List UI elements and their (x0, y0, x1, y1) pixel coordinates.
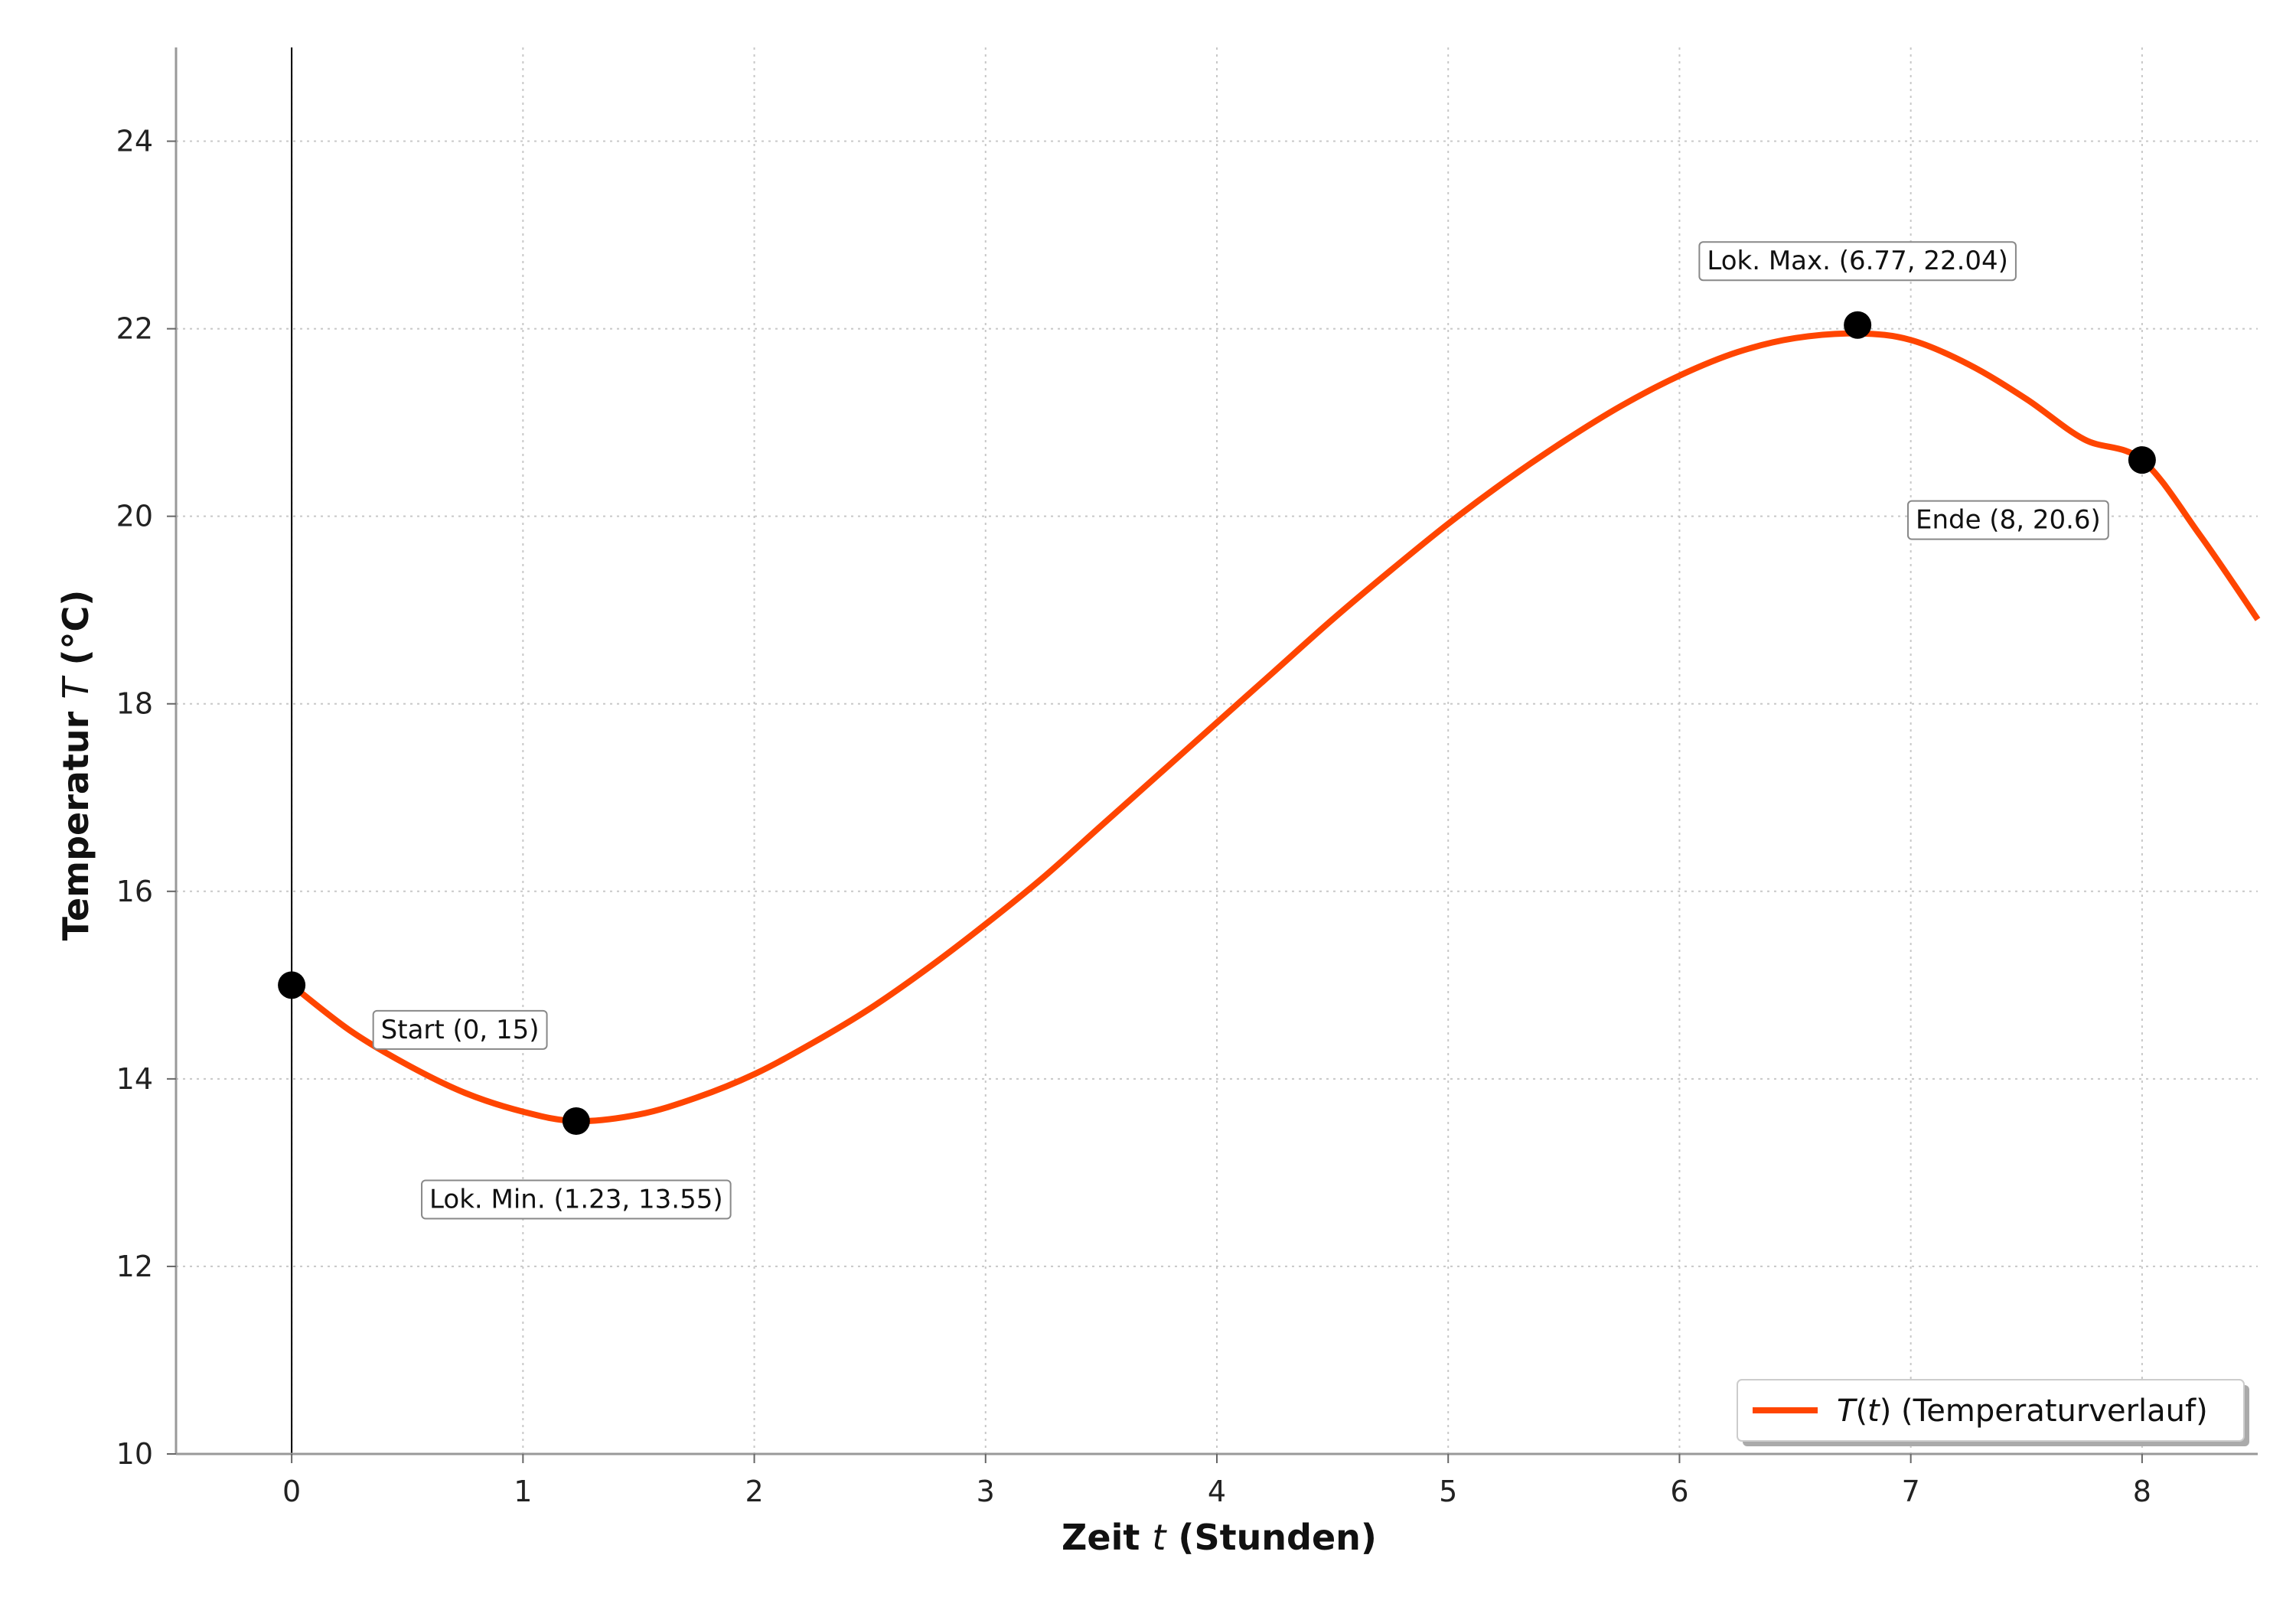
annotation-box (1906, 500, 2109, 540)
annotation-label: Start (0, 15) (381, 1015, 540, 1045)
data-point (562, 1107, 590, 1136)
y-tick-label: 20 (116, 500, 153, 533)
data-point (1844, 311, 1872, 339)
y-tick-label: 16 (116, 875, 153, 908)
series (289, 330, 2261, 1125)
legend-label: T(t) (Temperaturverlauf) (1837, 1393, 2208, 1429)
legend-label-part: ( (1855, 1393, 1867, 1429)
x-tick-label: 6 (1670, 1475, 1688, 1508)
annotation-box (1698, 241, 2017, 282)
data-point (278, 971, 306, 999)
x-tick-label: 1 (514, 1475, 532, 1508)
annotations: Start (0, 15) Lok. Min. (1.23, 13.55) Lok.… (372, 241, 2109, 1220)
legend: T(t) (Temperaturverlauf) (1737, 1379, 2249, 1446)
y-tick-label: 22 (116, 312, 153, 346)
legend-label-part: T (1837, 1393, 1858, 1429)
annotation-label: Lok. Max. (6.77, 22.04) (1707, 246, 2008, 276)
y-axis-title-var: T (55, 675, 96, 699)
x-tick-label: 8 (2133, 1475, 2151, 1508)
y-tick-label: 18 (116, 687, 153, 721)
x-axis-title-part: (Stunden) (1166, 1517, 1377, 1558)
point-annotation: Ende (8, 20.6) (1906, 500, 2109, 540)
x-axis-title: Zeit t (Stunden) (1062, 1517, 1377, 1558)
legend-box (1737, 1379, 2245, 1442)
legend-label-part: t (1867, 1393, 1880, 1429)
x-axis-title-part: Zeit (1062, 1517, 1152, 1558)
x-axis-title-var: t (1152, 1517, 1167, 1558)
x-tick-label: 0 (282, 1475, 301, 1508)
x-tick-label: 4 (1208, 1475, 1226, 1508)
marked-points (278, 311, 2156, 1136)
annotation-label: Lok. Min. (1.23, 13.55) (429, 1185, 723, 1215)
y-axis-title-part: Temperatur (55, 699, 96, 941)
point-annotation: Lok. Max. (6.77, 22.04) (1698, 241, 2017, 282)
x-tick-label: 3 (977, 1475, 995, 1508)
annotation-box (421, 1179, 732, 1220)
y-tick-label: 14 (116, 1062, 153, 1096)
y-tick-label: 12 (116, 1250, 153, 1283)
y-tick-label: 24 (116, 125, 153, 158)
x-tick-label: 2 (745, 1475, 763, 1508)
series-line (289, 330, 2261, 1125)
x-tick-label: 7 (1902, 1475, 1920, 1508)
y-axis-title: Temperatur T (°C) (55, 590, 96, 941)
y-axis-title-part: (°C) (55, 590, 96, 678)
point-annotation: Start (0, 15) (372, 1009, 548, 1050)
data-point (2128, 446, 2156, 474)
point-annotation: Lok. Min. (1.23, 13.55) (421, 1179, 732, 1220)
annotation-label: Ende (8, 20.6) (1916, 505, 2101, 536)
annotation-box (372, 1009, 548, 1050)
y-tick-label: 10 (116, 1437, 153, 1471)
legend-label-part: ) (Temperaturverlauf) (1880, 1393, 2208, 1429)
x-tick-label: 5 (1439, 1475, 1457, 1508)
